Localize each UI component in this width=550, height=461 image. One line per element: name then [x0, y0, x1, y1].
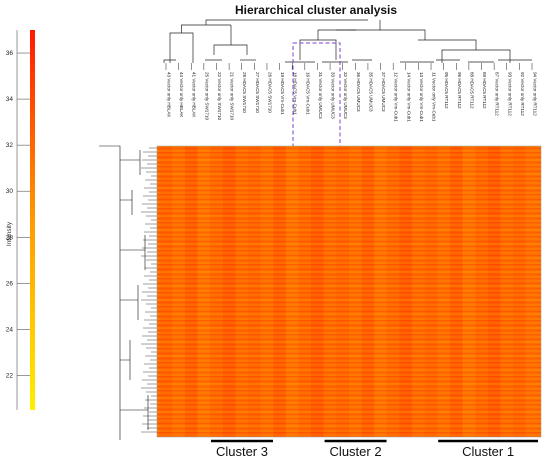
column-dendrogram: [163, 19, 532, 63]
column-label: 28 HDAC5 SW1710: [242, 72, 247, 113]
heatmap-column: [273, 146, 286, 437]
cluster-label: Cluster 2: [330, 444, 382, 459]
column-label: 32 Vector only UMUC3: [343, 72, 348, 119]
column-label: 14 Vector only Vm-Cub1: [406, 72, 411, 122]
heatmap-column: [260, 146, 274, 437]
heatmap-column: [361, 146, 375, 437]
heatmap-column: [210, 146, 223, 437]
column-label: 89 HDAC5 RT112: [482, 72, 487, 109]
heatmap-column: [184, 146, 198, 437]
heatmap-column: [399, 146, 413, 437]
colorbar-tick-label: 28: [6, 234, 14, 241]
heatmap-column: [197, 146, 211, 437]
heatmap-column: [487, 146, 501, 437]
column-label: 13 Vector only Vm-Cub1: [419, 72, 424, 122]
heatmap-column: [386, 146, 400, 437]
column-label: 26 HDAC5 SW1710: [267, 72, 272, 113]
colorbar-tick-label: 24: [6, 326, 14, 333]
column-label: 11 Vector only Vm-Cub1: [432, 72, 437, 122]
heatmap-column: [298, 146, 312, 437]
column-label: 88 HDAC5 RT112: [469, 72, 474, 109]
heatmap-column: [424, 146, 438, 437]
column-label: 94 Vector only RT112: [533, 72, 538, 116]
column-label: 93 Vector only RT112: [507, 72, 512, 116]
heatmap-column: [412, 146, 425, 437]
heatmap-column: [349, 146, 362, 437]
column-label: 22 Vector only SW1710: [217, 72, 222, 120]
column-label: 19 HDAC5 Vm-Cub1: [280, 72, 285, 115]
cluster-label: Cluster 3: [216, 444, 268, 459]
heatmap-column: [513, 146, 526, 437]
column-label: 37 HDAC5 UMUC3: [381, 72, 386, 112]
colorbar-tick-label: 22: [6, 372, 14, 379]
column-label: 44 Vector only HBLAK: [179, 72, 184, 118]
chart-title: Hierarchical cluster analysis: [235, 3, 397, 17]
column-labels: 43 Vector only HBLAK 44 Vector only HBLAK…: [165, 63, 538, 122]
column-label: 12 Vector only Vm-Cub1: [394, 72, 399, 122]
colorbar-label: Intensity: [6, 221, 13, 246]
column-label: 96 HDAC5 RT112: [457, 72, 462, 109]
colorbar-tick-label: 36: [6, 50, 14, 57]
column-label: 36 HDAC5 UMUC3: [356, 72, 361, 112]
heatmap-column: [449, 146, 463, 437]
heatmap-column: [374, 146, 387, 437]
column-label: 43 Vector only HBLAK: [167, 72, 172, 118]
heatmap-column: [475, 146, 488, 437]
column-label: 27 HDAC5 SW1710: [255, 72, 260, 113]
column-label: 18 HDAC5 Vm-Cub1: [293, 72, 298, 115]
column-label: 87 Vector only RT112: [495, 72, 500, 116]
colorbar-tick-label: 26: [6, 280, 14, 287]
row-dendrogram: [99, 145, 157, 440]
column-label: 31 Vector only UMUC3: [318, 72, 323, 119]
heatmap-column: [323, 146, 337, 437]
colorbar-tick-label: 34: [6, 96, 14, 103]
heatmap-column: [437, 146, 450, 437]
heatmap-column: [311, 146, 324, 437]
heatmap-column: [336, 146, 349, 437]
heatmap-column: [172, 146, 185, 437]
column-label: 92 Vector only RT112: [520, 72, 525, 116]
column-label: 21 Vector only SW1710: [230, 72, 235, 120]
heatmap-column: [462, 146, 476, 437]
column-label: 25 Vector only SW1710: [204, 72, 209, 120]
heatmap-column: [222, 146, 236, 437]
heatmap-column: [500, 146, 514, 437]
colorbar-gradient: [30, 30, 35, 410]
column-label: 33 Vector only UMUC3: [331, 72, 336, 119]
column-label: 41 Vector only HBLAK: [192, 72, 197, 118]
heatmap-column: [248, 146, 261, 437]
cluster-label: Cluster 1: [462, 444, 514, 459]
column-label: 16 HDAC5 Vm-Cub1: [305, 72, 310, 115]
heatmap-column: [285, 146, 299, 437]
heatmap-column: [525, 146, 539, 437]
colorbar-tick-label: 30: [6, 188, 14, 195]
colorbar-ticks: 22 24 26 28 30 32 34 36: [6, 50, 30, 379]
colorbar: Intensity 22 24 26 28 30 32 34 36: [6, 30, 35, 410]
heatmap-column: [159, 146, 173, 437]
column-label: 35 HDAC5 UMUC3: [368, 72, 373, 112]
column-label: 95 HDAC5 RT112: [444, 72, 449, 109]
colorbar-tick-label: 32: [6, 142, 14, 149]
heatmap: [156, 145, 542, 438]
cluster-annotations: Cluster 3 Cluster 2 Cluster 1: [211, 439, 538, 459]
heatmap-column: [235, 146, 249, 437]
